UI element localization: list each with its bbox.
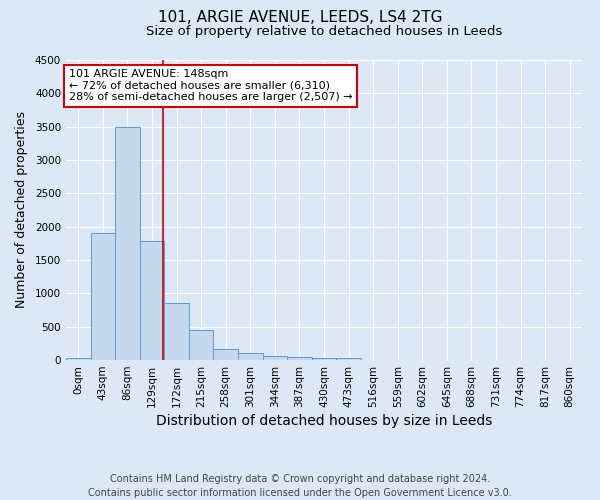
- Bar: [115, 126, 140, 360]
- Bar: [140, 240, 164, 360]
- Bar: [91, 234, 115, 360]
- Text: 101, ARGIE AVENUE, LEEDS, LS4 2TG: 101, ARGIE AVENUE, LEEDS, LS4 2TG: [158, 10, 442, 25]
- Bar: [336, 358, 361, 360]
- Bar: [287, 356, 312, 360]
- Bar: [238, 354, 263, 360]
- X-axis label: Distribution of detached houses by size in Leeds: Distribution of detached houses by size …: [156, 414, 492, 428]
- Y-axis label: Number of detached properties: Number of detached properties: [15, 112, 28, 308]
- Bar: [189, 330, 214, 360]
- Bar: [312, 358, 336, 360]
- Bar: [214, 350, 238, 360]
- Bar: [164, 304, 189, 360]
- Bar: [263, 356, 287, 360]
- Text: 101 ARGIE AVENUE: 148sqm
← 72% of detached houses are smaller (6,310)
28% of sem: 101 ARGIE AVENUE: 148sqm ← 72% of detach…: [68, 69, 352, 102]
- Title: Size of property relative to detached houses in Leeds: Size of property relative to detached ho…: [146, 25, 502, 38]
- Bar: [66, 358, 91, 360]
- Text: Contains HM Land Registry data © Crown copyright and database right 2024.
Contai: Contains HM Land Registry data © Crown c…: [88, 474, 512, 498]
